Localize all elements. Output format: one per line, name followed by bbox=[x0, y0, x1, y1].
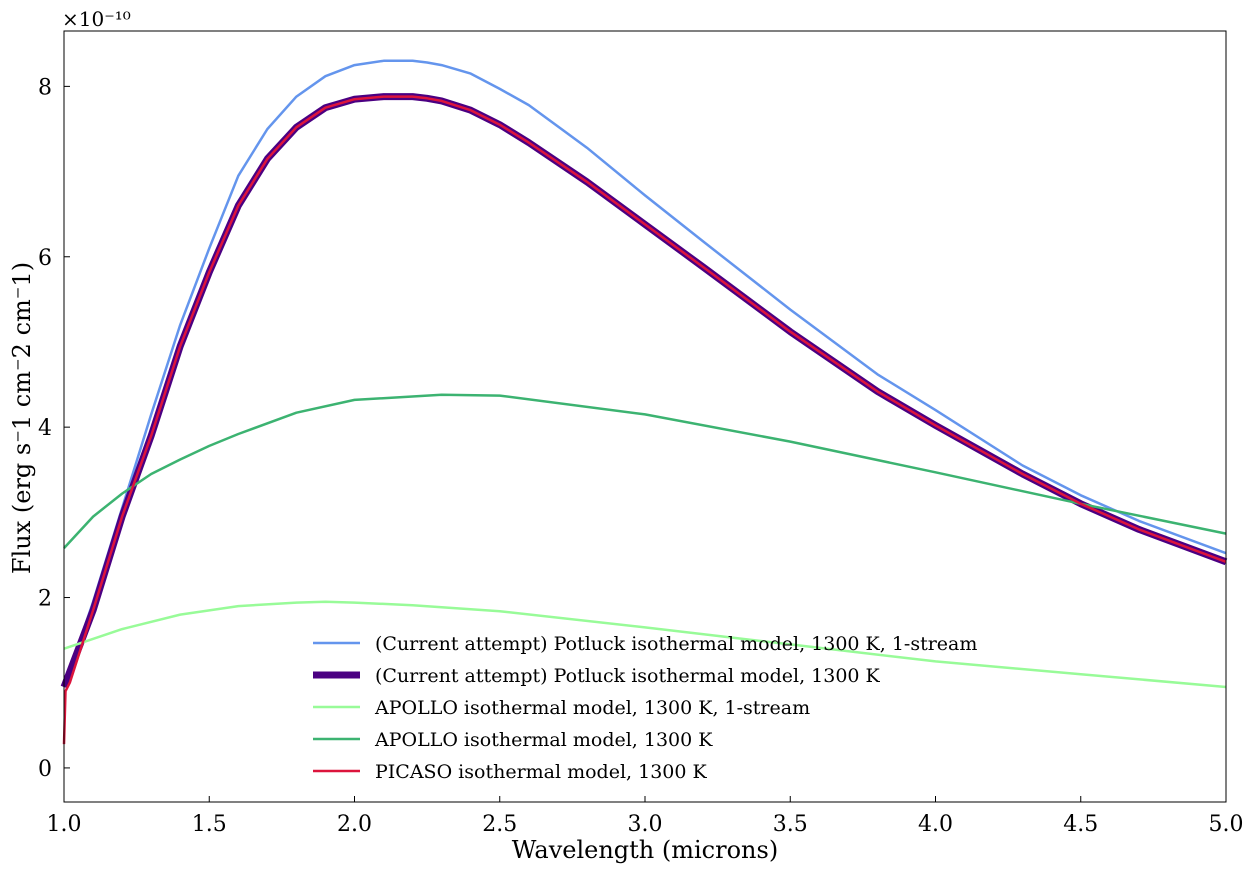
series-line-0 bbox=[62, 59, 1227, 688]
series-line-2 bbox=[63, 600, 1227, 689]
series-line-3 bbox=[63, 393, 1227, 549]
y-axis-label: Flux (erg s⁻1 cm⁻2 cm⁻1) bbox=[8, 262, 36, 574]
x-tick-label: 2.5 bbox=[482, 812, 517, 837]
legend-item: APOLLO isothermal model, 1300 K bbox=[313, 729, 713, 751]
legend-label: APOLLO isothermal model, 1300 K, 1-strea… bbox=[374, 697, 810, 719]
y-tick-label: 2 bbox=[38, 587, 52, 612]
x-tick-label: 4.5 bbox=[1063, 812, 1098, 837]
x-tick-label: 2.0 bbox=[337, 812, 372, 837]
y-tick-label: 6 bbox=[38, 246, 52, 271]
y-axis-ticks: 0 2 4 6 8 bbox=[38, 75, 70, 782]
y-tick-label: 8 bbox=[38, 75, 52, 100]
x-axis-label: Wavelength (microns) bbox=[512, 836, 778, 864]
series-line-1 bbox=[60, 93, 1228, 689]
legend-label: (Current attempt) Potluck isothermal mod… bbox=[375, 665, 881, 687]
x-tick-label: 4.0 bbox=[918, 812, 953, 837]
legend: (Current attempt) Potluck isothermal mod… bbox=[313, 633, 977, 783]
legend-item: (Current attempt) Potluck isothermal mod… bbox=[313, 633, 977, 655]
y-tick-label: 0 bbox=[38, 757, 52, 782]
legend-label: APOLLO isothermal model, 1300 K bbox=[374, 729, 713, 751]
x-tick-label: 1.5 bbox=[192, 812, 227, 837]
legend-label: PICASO isothermal model, 1300 K bbox=[375, 761, 708, 783]
legend-item: PICASO isothermal model, 1300 K bbox=[313, 761, 708, 783]
x-tick-label: 3.5 bbox=[773, 812, 808, 837]
legend-item: (Current attempt) Potluck isothermal mod… bbox=[313, 665, 881, 687]
x-tick-label: 1.0 bbox=[47, 812, 82, 837]
series-lines bbox=[60, 59, 1228, 745]
series-line-4 bbox=[62, 95, 1227, 745]
legend-label: (Current attempt) Potluck isothermal mod… bbox=[375, 633, 977, 655]
x-tick-label: 5.0 bbox=[1209, 812, 1244, 837]
y-multiplier-label: ×10⁻¹⁰ bbox=[62, 7, 131, 31]
legend-item: APOLLO isothermal model, 1300 K, 1-strea… bbox=[313, 697, 810, 719]
x-tick-label: 3.0 bbox=[628, 812, 663, 837]
x-axis-ticks: 1.0 1.5 2.0 2.5 3.0 3.5 4.0 4.5 5.0 bbox=[47, 796, 1244, 837]
y-tick-label: 4 bbox=[38, 416, 52, 441]
